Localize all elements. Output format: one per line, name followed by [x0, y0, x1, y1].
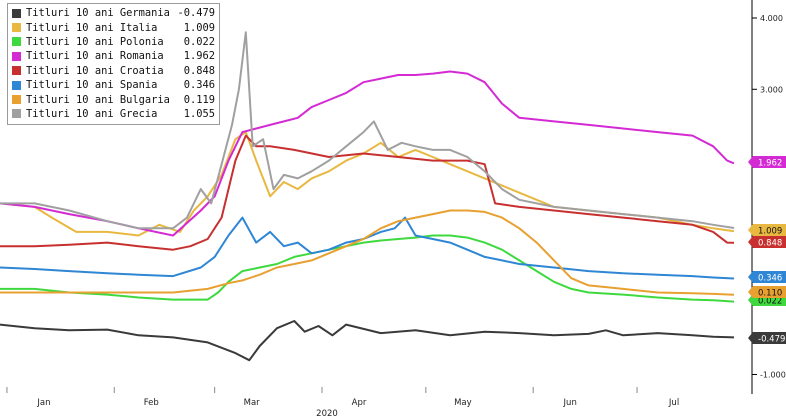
value-tag-arrow [748, 286, 753, 298]
legend-swatch [12, 37, 21, 47]
value-tags: -0.479 1.009 0.022 1.962 0.848 0.346 0.110 [748, 156, 786, 345]
legend-swatch [12, 80, 21, 90]
legend-value: 0.848 [183, 64, 215, 77]
legend-label: Titluri 10 ani Grecia [26, 107, 158, 120]
legend-item: Titluri 10 ani Italia 1.009 [12, 20, 215, 34]
value-tag-arrow [748, 236, 753, 248]
legend-item: Titluri 10 ani Bulgaria 0.119 [12, 92, 215, 106]
legend-label: Titluri 10 ani Spania [26, 79, 158, 92]
legend-swatch [12, 8, 21, 18]
legend-value: 1.055 [183, 107, 215, 120]
value-tag-arrow [748, 332, 753, 344]
series-line-0 [0, 320, 735, 362]
value-tag-label: -0.479 [758, 335, 785, 345]
legend-value: 0.119 [183, 93, 215, 106]
x-tick-label: May [454, 398, 472, 408]
value-tag-bg [753, 224, 786, 236]
legend-item: Titluri 10 ani Croatia 0.848 [12, 64, 215, 78]
value-tag-bg [753, 271, 786, 283]
series-line-7 [0, 31, 735, 230]
series-line-5 [0, 216, 735, 280]
y-tick-label: 3.000 [760, 85, 783, 94]
value-tag-arrow [748, 224, 753, 236]
value-tag-label: 1.009 [758, 227, 782, 237]
legend-value: 0.022 [183, 35, 215, 48]
x-tick-label: Feb [144, 398, 159, 408]
x-year-label: 2020 [316, 409, 338, 419]
legend-swatch [12, 51, 21, 61]
series-line-4 [0, 134, 735, 251]
y-tick-label: -1.000 [760, 371, 786, 380]
value-tag-bg [753, 156, 786, 168]
x-axis: Jan Feb Mar Apr May Jun Jul 2020 [6, 387, 679, 419]
value-tag-bg [753, 236, 786, 248]
legend-label: Titluri 10 ani Bulgaria [26, 93, 170, 106]
y-tick-label: 4.000 [760, 14, 783, 23]
value-tag-label: 1.962 [758, 159, 782, 169]
x-tick-label: Apr [352, 398, 367, 408]
chart-legend: Titluri 10 ani Germania -0.479 Titluri 10 … [7, 3, 220, 126]
value-tag-label: 0.110 [758, 289, 782, 299]
value-tag-label: 0.848 [758, 239, 782, 249]
legend-label: Titluri 10 ani Croatia [26, 64, 164, 77]
legend-value: 0.346 [183, 79, 215, 92]
series-line-1 [0, 131, 735, 237]
legend-label: Titluri 10 ani Italia [26, 21, 158, 34]
x-tick-label: Jul [668, 398, 679, 408]
legend-item: Titluri 10 ani Spania 0.346 [12, 78, 215, 92]
value-tag-label: 0.022 [758, 297, 782, 307]
legend-swatch [12, 109, 21, 119]
series-line-2 [0, 234, 735, 303]
legend-swatch [12, 95, 21, 105]
value-tag-bg [753, 286, 786, 298]
legend-label: Titluri 10 ani Romania [26, 50, 164, 63]
x-tick-label: Jan [36, 398, 50, 408]
x-tick-label: Mar [244, 398, 261, 408]
series-line-3 [0, 70, 735, 237]
value-tag-arrow [748, 294, 753, 306]
legend-item: Titluri 10 ani Germania -0.479 [12, 6, 215, 20]
legend-item: Titluri 10 ani Grecia 1.055 [12, 107, 215, 121]
legend-value: 1.962 [183, 50, 215, 63]
value-tag-bg [753, 332, 786, 344]
legend-swatch [12, 66, 21, 76]
legend-swatch [12, 23, 21, 33]
legend-item: Titluri 10 ani Polonia 0.022 [12, 35, 215, 49]
legend-value: -0.479 [177, 7, 215, 20]
legend-label: Titluri 10 ani Polonia [26, 35, 164, 48]
value-tag-label: 0.346 [758, 274, 782, 284]
series-lines [0, 31, 735, 362]
value-tag-arrow [748, 156, 753, 168]
legend-label: Titluri 10 ani Germania [26, 7, 170, 20]
legend-item: Titluri 10 ani Romania 1.962 [12, 49, 215, 63]
x-tick-label: Jun [563, 398, 577, 408]
value-tag-arrow [748, 271, 753, 283]
series-line-6 [0, 209, 735, 296]
legend-value: 1.009 [183, 21, 215, 34]
